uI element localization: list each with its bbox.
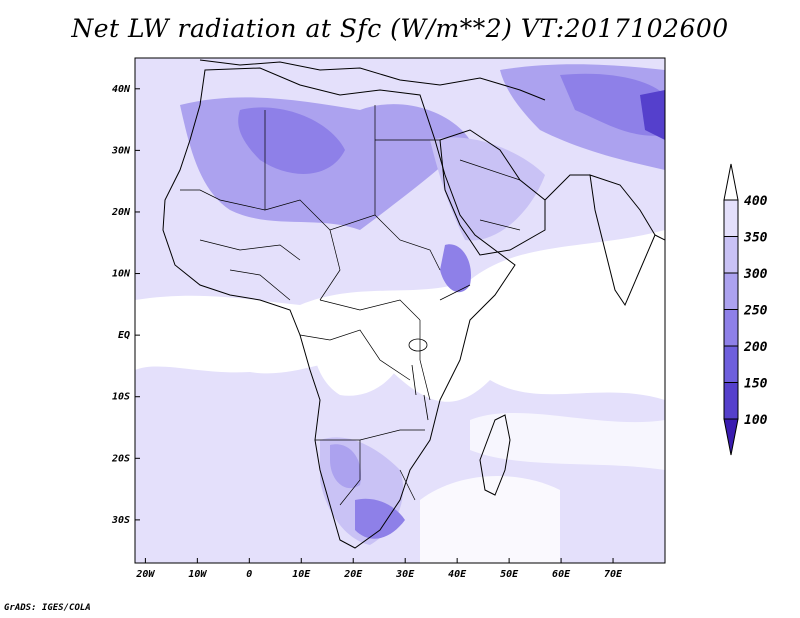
lat-label: 40N <box>112 84 131 95</box>
africa-coastline <box>162 67 516 549</box>
lon-label: 60E <box>552 569 571 580</box>
lon-label: 20W <box>135 569 155 580</box>
colorbar-box <box>723 199 739 237</box>
colorbar-box <box>723 345 739 383</box>
lat-label: 20S <box>111 453 130 464</box>
lon-label: 70E <box>604 569 623 580</box>
lon-label: 0 <box>246 569 252 580</box>
colorbar-label: 300 <box>743 267 768 282</box>
europe-coastline <box>199 59 546 101</box>
lat-label: 30N <box>111 145 131 156</box>
colorbar-label: 350 <box>743 231 768 246</box>
colorbar-top-arrow <box>723 163 739 201</box>
lon-label: 10E <box>292 569 311 580</box>
plot-frame <box>134 57 666 564</box>
colorbar-label: 100 <box>744 413 768 428</box>
colorbar-label: 400 <box>744 194 768 209</box>
lon-label: 50E <box>500 569 519 580</box>
colorbar-box <box>723 309 739 347</box>
grads-credit: GrADS: IGES/COLA <box>4 603 91 613</box>
lon-label: 40E <box>448 569 467 580</box>
lat-label: 30S <box>111 515 130 526</box>
colorbar: 400 350 300 250 200 150 100 <box>723 163 768 456</box>
lat-label: 10S <box>112 392 130 403</box>
colorbar-bottom-arrow <box>723 418 739 456</box>
lat-label: EQ <box>118 330 130 341</box>
map-title: Net LW radiation at Sfc (W/m**2) VT:2017… <box>71 14 729 43</box>
lon-label: 30E <box>395 569 415 580</box>
lat-label: 10N <box>112 269 131 280</box>
asia-coastline <box>544 174 665 241</box>
colorbar-label: 150 <box>744 377 768 392</box>
lon-label: 20E <box>343 569 363 580</box>
india-coastline <box>589 174 656 307</box>
madagascar-coastline <box>479 414 511 496</box>
colorbar-box <box>723 272 739 310</box>
longitude-axis: 20W 10W 0 10E 20E 30E 40E 50E 60E 70E <box>135 558 623 580</box>
arabia-coastline <box>439 129 546 256</box>
lon-label: 10W <box>188 569 207 580</box>
colorbar-box <box>723 382 739 420</box>
colorbar-label: 200 <box>743 340 768 355</box>
country-borders <box>180 105 521 506</box>
latitude-axis: 40N 30N 20N 10N EQ 10S 20S 30S <box>111 84 140 526</box>
colorbar-box <box>723 236 739 274</box>
lat-label: 20N <box>111 207 131 218</box>
colorbar-label: 250 <box>743 304 768 319</box>
radiation-field <box>135 58 665 563</box>
